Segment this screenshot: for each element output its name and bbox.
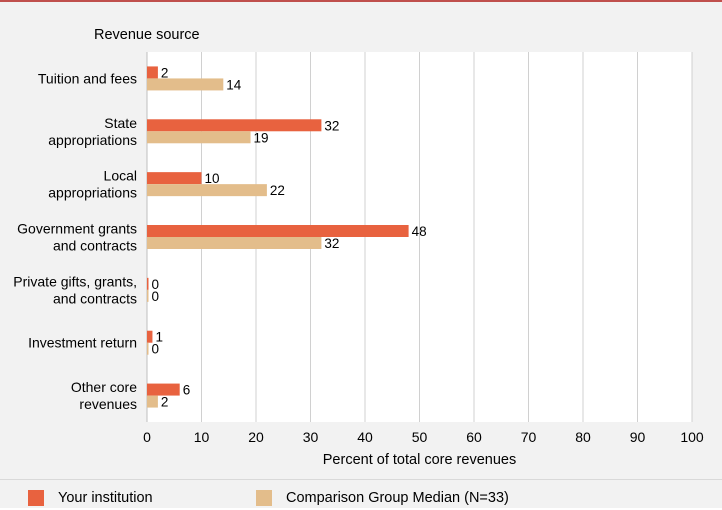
data-label-comparison-group-5: 0: [152, 342, 160, 357]
bar-comparison-group-3: [147, 237, 322, 249]
category-label-line: Tuition and fees: [38, 70, 137, 86]
bar-comparison-group-4: [147, 289, 149, 302]
legend-label-your-institution: Your institution: [58, 490, 153, 506]
bar-your-institution-3: [147, 225, 409, 237]
x-tick-label-30: 30: [303, 429, 319, 445]
category-label-line: Local: [104, 168, 137, 184]
data-label-your-institution-1: 32: [324, 118, 339, 133]
bar-your-institution-2: [147, 172, 202, 185]
category-label-line: appropriations: [48, 185, 137, 201]
category-label-0: Tuition and fees: [38, 70, 137, 86]
data-label-comparison-group-3: 32: [324, 236, 339, 251]
x-tick-label-100: 100: [680, 429, 704, 445]
data-label-your-institution-3: 48: [412, 224, 427, 239]
bar-comparison-group-1: [147, 131, 251, 144]
bar-your-institution-4: [147, 277, 149, 290]
legend-swatch-comparison-group: [256, 490, 272, 506]
bar-comparison-group-5: [147, 342, 149, 355]
x-tick-label-90: 90: [630, 429, 646, 445]
category-label-line: Private gifts, grants,: [13, 273, 137, 289]
data-label-your-institution-0: 2: [161, 65, 169, 80]
category-label-line: Government grants: [17, 221, 137, 237]
data-label-comparison-group-1: 19: [254, 130, 269, 145]
x-tick-label-70: 70: [521, 429, 537, 445]
x-tick-label-40: 40: [357, 429, 373, 445]
data-label-your-institution-6: 6: [183, 383, 191, 398]
bar-your-institution-0: [147, 66, 158, 79]
category-label-5: Investment return: [28, 335, 137, 351]
legend-item-comparison-group: Comparison Group Median (N=33): [256, 486, 509, 510]
x-tick-label-10: 10: [194, 429, 210, 445]
category-label-2: Local appropriations: [48, 168, 137, 201]
category-axis-title: Revenue source: [94, 27, 200, 43]
x-tick-label-60: 60: [466, 429, 482, 445]
category-label-line: and contracts: [53, 290, 137, 306]
category-label-4: Private gifts, grants, and contracts: [13, 273, 137, 306]
bar-your-institution-6: [147, 383, 180, 396]
x-tick-label-50: 50: [412, 429, 428, 445]
category-label-line: Other core: [71, 379, 137, 395]
category-label-line: and contracts: [53, 238, 137, 254]
bar-comparison-group-0: [147, 78, 224, 91]
x-tick-label-80: 80: [575, 429, 591, 445]
category-label-6: Other core revenues: [71, 379, 137, 412]
data-label-your-institution-5: 1: [155, 330, 163, 345]
legend-item-your-institution: Your institution: [28, 486, 153, 510]
bar-your-institution-1: [147, 119, 322, 132]
bar-comparison-group-2: [147, 184, 267, 197]
category-label-line: appropriations: [48, 132, 137, 148]
category-label-line: revenues: [79, 396, 137, 412]
category-label-line: Investment return: [28, 335, 137, 351]
data-label-your-institution-4: 0: [152, 277, 160, 292]
legend-label-comparison-group: Comparison Group Median (N=33): [286, 490, 509, 506]
data-label-comparison-group-0: 14: [226, 77, 242, 92]
legend-separator: [0, 479, 722, 480]
x-tick-label-0: 0: [143, 429, 151, 445]
x-tick-label-20: 20: [248, 429, 264, 445]
category-label-line: State: [104, 115, 137, 131]
x-axis-title: Percent of total core revenues: [323, 452, 516, 468]
category-label-3: Government grants and contracts: [17, 221, 137, 254]
data-label-comparison-group-6: 2: [161, 395, 169, 410]
bar-your-institution-5: [147, 330, 153, 343]
data-label-comparison-group-2: 22: [270, 183, 285, 198]
data-label-comparison-group-4: 0: [152, 289, 160, 304]
bar-comparison-group-6: [147, 395, 158, 408]
category-label-1: State appropriations: [48, 115, 137, 148]
data-label-your-institution-2: 10: [205, 171, 220, 186]
legend-swatch-your-institution: [28, 490, 44, 506]
